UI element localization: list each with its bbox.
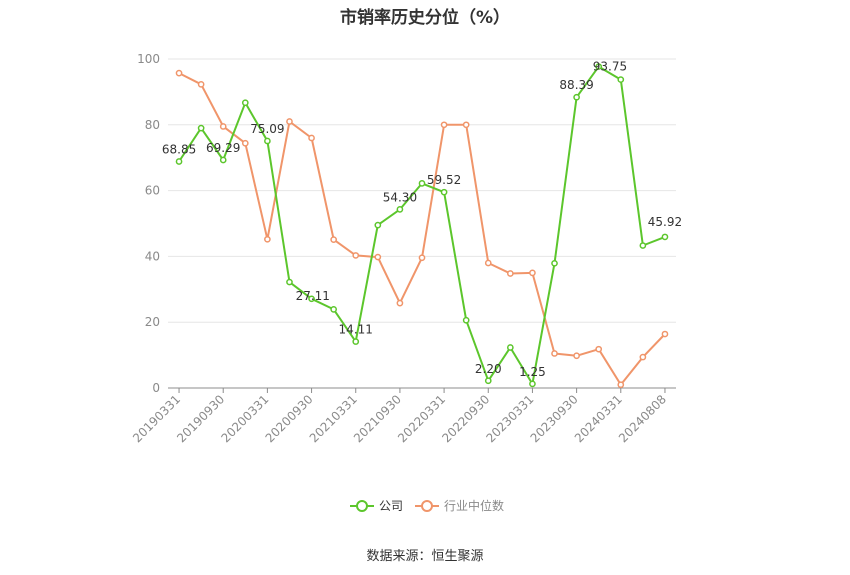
data-label: 59.52 <box>427 173 461 187</box>
data-point-company <box>175 158 183 165</box>
data-point-industry-median <box>462 121 470 129</box>
y-tick-label: 80 <box>145 118 160 132</box>
data-point-company <box>197 124 205 132</box>
data-point-company <box>573 93 580 101</box>
data-point-company <box>484 377 492 385</box>
legend-label-company: 公司 <box>379 499 403 513</box>
data-point-industry-median <box>573 352 580 360</box>
legend-label-industry-median: 行业中位数 <box>444 498 504 513</box>
y-tick-label: 0 <box>152 381 160 395</box>
data-point-company <box>374 221 382 229</box>
data-point-industry-median <box>661 330 669 338</box>
data-point-industry-median <box>197 80 205 88</box>
data-label: 14.11 <box>339 323 373 337</box>
data-point-industry-median <box>440 121 448 129</box>
data-point-company <box>551 259 558 267</box>
legend-marker-industry-median <box>421 500 433 512</box>
data-point-company <box>264 137 271 145</box>
series-line-industry-median <box>178 72 666 386</box>
data-point-company <box>418 180 426 187</box>
data-label: 93.75 <box>593 60 627 74</box>
data-point-company <box>506 344 514 351</box>
data-point-company <box>352 338 360 345</box>
data-point-company <box>396 206 404 213</box>
data-label: 69.29 <box>206 141 240 155</box>
data-point-industry-median <box>484 259 492 267</box>
data-point-company <box>330 306 338 313</box>
legend-marker-company <box>356 500 368 512</box>
data-point-industry-median <box>374 253 382 261</box>
data-source: 数据来源：恒生聚源 <box>366 549 484 564</box>
data-label: 45.92 <box>648 215 682 229</box>
data-point-company <box>595 63 603 70</box>
x-tick-label: 20240808 <box>616 392 669 445</box>
series-line-company <box>178 65 666 385</box>
data-label: 88.39 <box>559 78 593 92</box>
data-point-industry-median <box>506 270 514 277</box>
data-point-industry-median <box>175 69 183 77</box>
data-point-industry-median <box>264 235 271 243</box>
data-point-company <box>639 242 647 249</box>
data-label: 68.85 <box>162 142 196 156</box>
data-point-industry-median <box>286 118 293 125</box>
data-point-industry-median <box>241 139 249 147</box>
data-point-industry-median <box>639 353 647 361</box>
y-tick-label: 60 <box>145 184 160 198</box>
data-point-industry-median <box>219 123 227 130</box>
data-point-industry-median <box>595 345 603 353</box>
data-point-company <box>440 188 448 196</box>
data-label: 75.09 <box>250 122 284 136</box>
data-point-company <box>529 380 536 388</box>
data-point-industry-median <box>396 299 404 307</box>
data-point-company <box>286 278 293 286</box>
y-tick-label: 20 <box>145 315 160 329</box>
data-point-industry-median <box>551 350 558 357</box>
data-point-industry-median <box>352 252 360 259</box>
y-tick-label: 100 <box>137 52 160 66</box>
data-point-company <box>462 316 470 324</box>
data-label: 27.11 <box>296 289 330 303</box>
data-point-company <box>219 156 227 164</box>
data-point-company <box>617 76 625 83</box>
chart-title: 市销率历史分位（%） <box>339 8 511 28</box>
data-point-industry-median <box>418 254 426 262</box>
data-point-industry-median <box>529 269 536 277</box>
data-point-company <box>241 99 249 107</box>
data-point-company <box>661 233 669 241</box>
y-tick-label: 40 <box>145 249 160 263</box>
data-label: 2.20 <box>475 362 502 376</box>
data-point-industry-median <box>617 381 625 389</box>
data-label: 54.30 <box>383 190 417 204</box>
data-label: 1.25 <box>519 365 546 379</box>
data-point-industry-median <box>330 236 338 243</box>
data-point-industry-median <box>308 134 315 142</box>
data-point-company <box>308 295 315 303</box>
